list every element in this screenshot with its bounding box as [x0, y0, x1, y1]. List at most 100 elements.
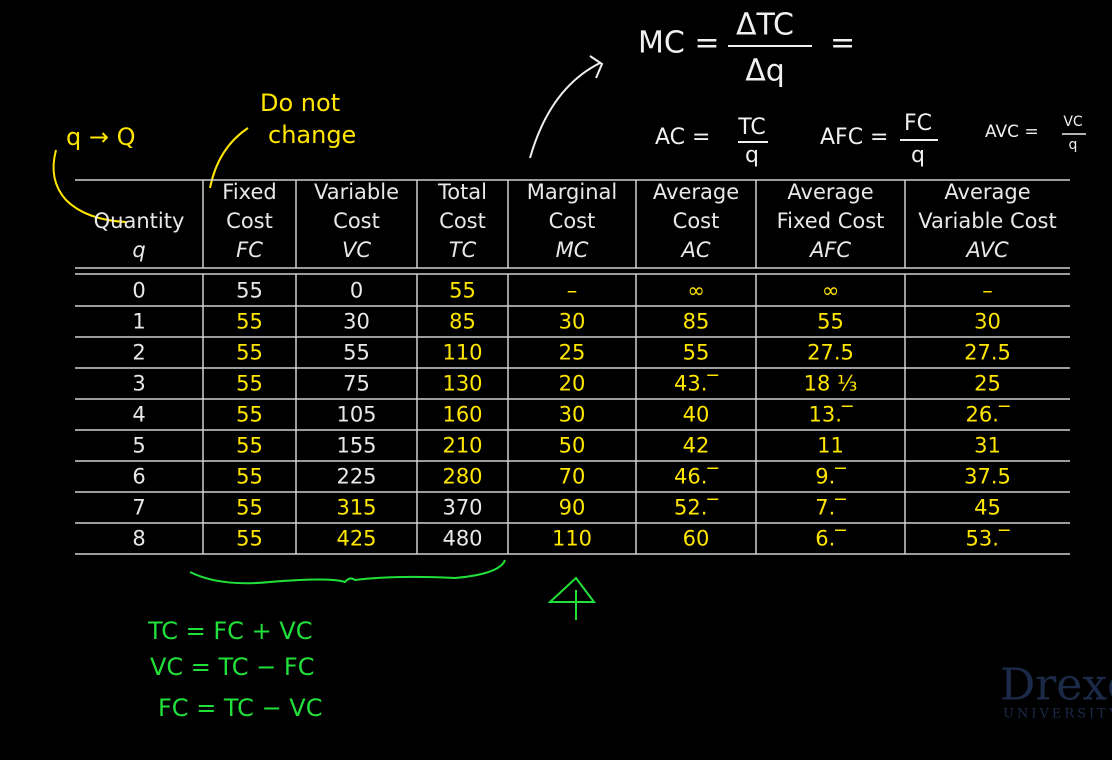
- table-cell: 46.‾: [674, 465, 718, 489]
- table-cell: 55: [236, 465, 263, 489]
- header-symbol: q: [132, 238, 145, 262]
- afc-den: q: [911, 143, 925, 168]
- table-cell: 30: [559, 310, 586, 334]
- table-cell: 31: [974, 434, 1001, 458]
- table-cell: 26.‾: [966, 403, 1010, 427]
- table-cell: 55: [236, 341, 263, 365]
- table-cell: 130: [442, 372, 482, 396]
- avc-lhs: AVC =: [985, 122, 1039, 142]
- cost-table: Quantity q Fixed Cost FC Variable Cost VC Total C…: [75, 179, 1070, 555]
- header-text: Cost: [673, 209, 720, 233]
- header-symbol: MC: [556, 238, 589, 262]
- table-cell: 90: [559, 496, 586, 520]
- header-text: Variable Cost: [918, 209, 1056, 233]
- table-cell: 42: [683, 434, 710, 458]
- table-cell: 55: [236, 279, 263, 303]
- table-cell: 9.‾: [815, 465, 846, 489]
- header-text: Cost: [549, 209, 596, 233]
- header-text: Marginal: [527, 180, 617, 204]
- table-cell: 50: [559, 434, 586, 458]
- table-cell: 70: [559, 465, 586, 489]
- header-symbol: AVC: [964, 238, 1009, 262]
- table-cell: 55: [236, 310, 263, 334]
- table-cell: 0: [132, 279, 145, 303]
- header-symbol: FC: [236, 238, 263, 262]
- table-cell: 45: [974, 496, 1001, 520]
- table-cell: 280: [442, 465, 482, 489]
- table-cell: 6: [132, 465, 145, 489]
- do-not-change-line2: change: [268, 121, 356, 149]
- table-cell: 315: [336, 496, 376, 520]
- mc-tail: =: [830, 26, 855, 61]
- table-cell: 55: [236, 496, 263, 520]
- header-text: Fixed: [222, 180, 276, 204]
- table-cell: 30: [559, 403, 586, 427]
- table-cell: 52.‾: [674, 496, 718, 520]
- table-cell: 55: [236, 527, 263, 551]
- header-text: Total: [437, 180, 487, 204]
- afc-lhs: AFC =: [820, 125, 889, 150]
- table-cell: 5: [132, 434, 145, 458]
- mc-den: Δq: [745, 54, 785, 89]
- ac-den: q: [745, 143, 759, 168]
- table-cell: 55: [343, 341, 370, 365]
- mc-lhs: MC =: [638, 26, 720, 61]
- do-not-change-arrow: [209, 127, 249, 189]
- do-not-change-line1: Do not: [260, 89, 340, 117]
- header-symbol: VC: [342, 238, 371, 262]
- table-cell: 25: [559, 341, 586, 365]
- table-cell: 43.‾: [674, 372, 718, 396]
- table-cell: 6.‾: [815, 527, 846, 551]
- table-cell: 105: [336, 403, 376, 427]
- table-cell: 7.‾: [815, 496, 846, 520]
- table-cell: 55: [236, 403, 263, 427]
- header-text: Average: [787, 180, 873, 204]
- logo-name: Drexel: [1000, 660, 1112, 711]
- table-cell: 37.5: [964, 465, 1011, 489]
- table-cell: 55: [449, 279, 476, 303]
- table-cell: 480: [442, 527, 482, 551]
- identity-3: FC = TC − VC: [158, 694, 322, 722]
- table-cell: 11: [817, 434, 844, 458]
- table-cell: 3: [132, 372, 145, 396]
- header-symbol: TC: [449, 238, 477, 262]
- table-cell: –: [982, 279, 993, 303]
- q-note: q → Q: [66, 123, 136, 151]
- mc-up-arrow: [547, 576, 596, 620]
- table-cell: 30: [974, 310, 1001, 334]
- table-cell: 55: [236, 372, 263, 396]
- table-cell: –: [567, 279, 578, 303]
- ac-num: TC: [737, 115, 766, 140]
- q-note-arrow: [52, 149, 127, 223]
- table-cell: 160: [442, 403, 482, 427]
- header-text: Cost: [439, 209, 486, 233]
- afc-num: FC: [904, 111, 932, 136]
- mc-arrow: [529, 55, 604, 159]
- table-cell: 60: [683, 527, 710, 551]
- table-cell: 20: [559, 372, 586, 396]
- table-cell: 225: [336, 465, 376, 489]
- header-text: Average: [944, 180, 1030, 204]
- table-cell: 75: [343, 372, 370, 396]
- identity-1: TC = FC + VC: [147, 617, 312, 645]
- table-cell: 155: [336, 434, 376, 458]
- table-cell: 27.5: [807, 341, 854, 365]
- header-text: Cost: [333, 209, 380, 233]
- table-cell: ∞: [822, 279, 840, 303]
- header-symbol: AFC: [808, 238, 851, 262]
- header-text: Variable: [314, 180, 399, 204]
- table-cell: 210: [442, 434, 482, 458]
- table-cell: 7: [132, 496, 145, 520]
- table-cell: 0: [350, 279, 363, 303]
- table-cell: 30: [343, 310, 370, 334]
- header-text: Cost: [226, 209, 273, 233]
- table-cell: 55: [817, 310, 844, 334]
- table-cell: 1: [132, 310, 145, 334]
- identity-2: VC = TC − FC: [150, 653, 314, 681]
- avc-num: VC: [1063, 114, 1083, 130]
- table-cell: 110: [552, 527, 592, 551]
- table-cell: 8: [132, 527, 145, 551]
- table-cell: 85: [683, 310, 710, 334]
- brace: [189, 559, 506, 585]
